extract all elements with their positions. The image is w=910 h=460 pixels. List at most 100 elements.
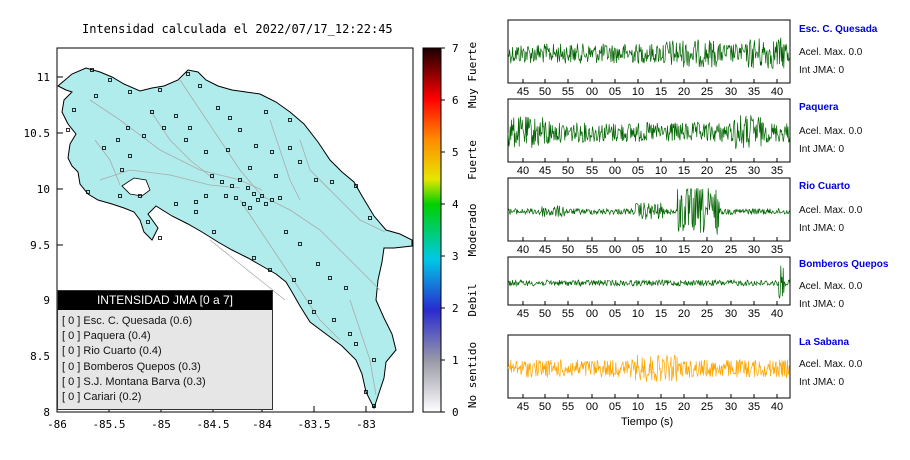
- time-tick-label: 10: [655, 165, 667, 177]
- station-marker: [270, 150, 274, 154]
- station-marker: [174, 114, 178, 118]
- waveform-trace: [507, 187, 791, 235]
- station-marker: [354, 342, 358, 346]
- station-marker: [246, 186, 250, 190]
- y-tick-label: 8.5: [30, 350, 50, 363]
- time-tick-label: 55: [562, 86, 574, 98]
- time-tick-label: 20: [678, 401, 690, 413]
- time-tick-label: 50: [539, 86, 551, 98]
- time-tick-label: 50: [562, 165, 574, 177]
- scale-ticks: 0 1 2 3 4 5 6 7 No sentido Debil Moderado Fuerte Muy…: [441, 42, 479, 419]
- station-marker: [256, 198, 260, 202]
- time-tick-label: 40: [771, 308, 783, 320]
- station-marker: [102, 146, 106, 150]
- station-marker: [242, 202, 246, 206]
- legend-item: [ 0 ] Rio Cuarto (0.4): [62, 345, 162, 358]
- station-marker: [252, 256, 256, 260]
- scale-tick-label: 6: [452, 94, 459, 107]
- y-tick-label: 11: [37, 71, 50, 84]
- station-marker: [372, 358, 376, 362]
- time-tick-label: 45: [517, 86, 529, 98]
- time-tick-label: 10: [655, 244, 667, 256]
- color-bar: [422, 47, 442, 413]
- station-marker: [94, 94, 98, 98]
- time-tick-label: 05: [632, 165, 644, 177]
- road: [269, 119, 301, 201]
- time-tick-label: 00: [586, 401, 598, 413]
- waveform-trace: [507, 37, 791, 69]
- station-marker: [186, 72, 190, 76]
- waveform-trace: [507, 354, 791, 382]
- y-tick-label: 9.5: [30, 239, 50, 252]
- station-marker: [174, 202, 178, 206]
- station-jma: Int JMA: 0: [799, 65, 845, 76]
- station-marker: [142, 134, 146, 138]
- station-jma: Int JMA: 0: [799, 223, 845, 234]
- station-marker: [278, 196, 282, 200]
- roads-layer: [89, 79, 386, 396]
- station-marker: [292, 278, 296, 282]
- station-marker: [316, 262, 320, 266]
- station-acel: Acel. Max. 0.0: [799, 47, 863, 58]
- time-tick-label: 15: [678, 165, 690, 177]
- station-marker: [274, 174, 278, 178]
- scale-category-label: Moderado: [466, 204, 479, 257]
- station-marker: [284, 230, 288, 234]
- waveform-panel: 45 50 55 00 05 10 15 20 25 30 35 40: [507, 256, 791, 320]
- waveform-panel: 45 50 55 00 05 10 15 20 25 30 35 40: [507, 19, 791, 98]
- time-tick-label: 25: [701, 86, 713, 98]
- station-jma: Int JMA: 0: [799, 299, 845, 310]
- time-tick-label: 00: [586, 86, 598, 98]
- station-name: Rio Cuarto: [799, 181, 851, 192]
- scale-tick-label: 2: [452, 302, 459, 315]
- scale-tick-label: 0: [452, 406, 459, 419]
- station-marker: [264, 202, 268, 206]
- station-marker: [194, 210, 198, 214]
- station-marker: [194, 200, 198, 204]
- legend-title: INTENSIDAD JMA [0 a 7]: [58, 291, 272, 310]
- intensity-legend: INTENSIDAD JMA [0 a 7] [ 0 ] Esc. C. Que…: [57, 290, 273, 410]
- station-marker: [150, 110, 154, 114]
- y-tick-label: 10: [37, 183, 50, 196]
- station-marker: [162, 126, 166, 130]
- legend-item: [ 0 ] S.J. Montana Barva (0.3): [62, 375, 206, 388]
- time-tick-label: 25: [725, 244, 737, 256]
- time-tick-label: 40: [771, 401, 783, 413]
- x-tick-label: -85.5: [92, 418, 125, 431]
- time-tick-label: 00: [586, 308, 598, 320]
- station-marker: [248, 166, 252, 170]
- time-tick-label: 40: [517, 165, 529, 177]
- waveform-panel: 40 45 50 55 00 05 10 15 20 25 30 35: [507, 177, 791, 256]
- waveform-trace: [507, 265, 791, 299]
- station-marker: [158, 236, 162, 240]
- station-marker: [238, 178, 242, 182]
- road: [239, 199, 341, 341]
- scale-tick-label: 1: [452, 354, 459, 367]
- time-tick-label: 15: [655, 401, 667, 413]
- road: [179, 79, 263, 197]
- legend-item: [ 0 ] Cariari (0.2): [62, 391, 142, 404]
- time-tick-label: 10: [632, 86, 644, 98]
- station-marker: [120, 168, 124, 172]
- station-acel: Acel. Max. 0.0: [799, 205, 863, 216]
- station-marker: [288, 146, 292, 150]
- station-marker: [372, 404, 376, 408]
- road: [299, 139, 331, 191]
- station-marker: [260, 194, 264, 198]
- station-marker: [264, 110, 268, 114]
- time-tick-label: 50: [562, 244, 574, 256]
- station-marker: [128, 90, 132, 94]
- time-tick-label: 20: [678, 86, 690, 98]
- x-tick-label: -83.5: [297, 418, 330, 431]
- station-marker: [228, 116, 232, 120]
- waveform-panel: 40 45 50 55 00 05 10 15 20 25 30 35: [507, 98, 791, 177]
- station-marker: [314, 178, 318, 182]
- road: [89, 99, 263, 191]
- station-name: Esc. C. Quesada: [799, 24, 878, 35]
- station-marker: [312, 310, 316, 314]
- legend-list: [ 0 ] Esc. C. Quesada (0.6) [ 0 ] Paquer…: [62, 314, 206, 405]
- station-marker: [66, 128, 70, 132]
- waveform-panel: 45 50 55 00 05 10 15 20 25 30 35 40: [507, 334, 791, 413]
- time-tick-label: 35: [771, 165, 783, 177]
